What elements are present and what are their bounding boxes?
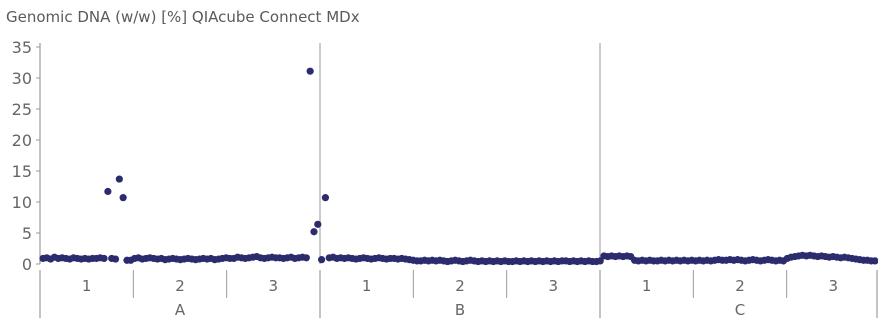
data-point (306, 67, 314, 75)
data-point (115, 175, 123, 183)
group-label: C (735, 301, 745, 319)
subgroup-label: 2 (175, 277, 185, 295)
y-tick-label: 30 (12, 69, 32, 88)
data-point (596, 257, 604, 265)
subgroup-label: 1 (82, 277, 92, 295)
y-tick-label: 20 (12, 131, 32, 150)
subgroup-label: 2 (455, 277, 465, 295)
subgroup-label: 3 (829, 277, 839, 295)
data-point (104, 187, 112, 196)
data-point (111, 255, 120, 263)
group-label: A (175, 301, 186, 319)
data-point (318, 256, 326, 264)
subgroup-label: 1 (642, 277, 652, 295)
subgroup-label: 2 (735, 277, 745, 295)
subgroup-label: 3 (549, 277, 559, 295)
group-label: B (455, 301, 465, 319)
data-point (119, 194, 127, 202)
chart-title: Genomic DNA (w/w) [%] QIAcube Connect MD… (6, 8, 360, 26)
data-point (321, 194, 330, 202)
y-tick-label: 35 (12, 38, 32, 57)
data-points (39, 67, 878, 266)
data-point (100, 254, 108, 263)
subgroup-label: 1 (362, 277, 372, 295)
data-point (871, 257, 878, 265)
data-point (310, 228, 318, 236)
y-tick-label: 0 (22, 255, 32, 274)
y-tick-label: 25 (12, 100, 32, 119)
axes (36, 43, 878, 318)
y-tick-label: 10 (12, 193, 32, 212)
data-point (314, 220, 322, 228)
y-tick-label: 5 (22, 224, 32, 243)
subgroup-label: 3 (269, 277, 279, 295)
y-tick-label: 15 (12, 162, 32, 181)
data-point (302, 254, 310, 262)
axis-labels: 0 5 10 15 20 25 30 35 1 2 3 A 1 2 3 B 1 2 3 C (12, 38, 838, 319)
